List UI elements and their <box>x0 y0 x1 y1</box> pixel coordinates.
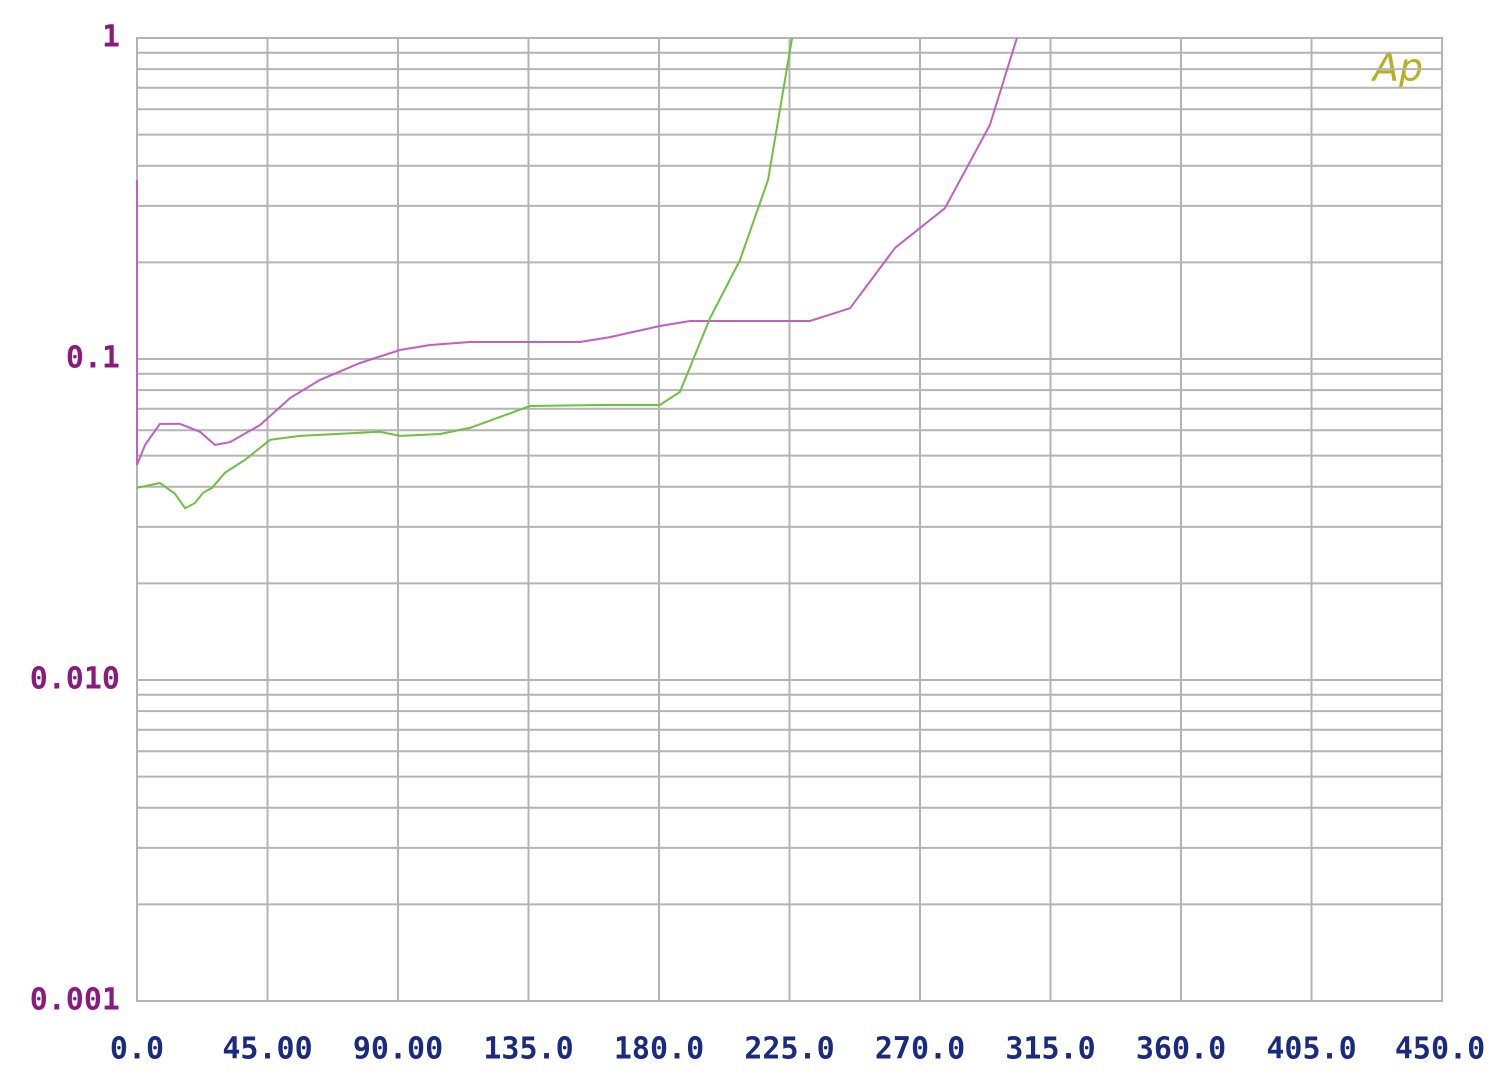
y-tick-label: 0.001 <box>30 983 120 1018</box>
x-tick-label: 315.0 <box>1005 1032 1095 1067</box>
x-tick-label: 225.0 <box>744 1032 834 1067</box>
x-tick-label: 90.00 <box>353 1032 443 1067</box>
x-tick-label: 135.0 <box>483 1032 573 1067</box>
series-line <box>136 37 794 510</box>
x-tick-label: 360.0 <box>1136 1032 1226 1067</box>
x-tick-label: 45.00 <box>222 1032 312 1067</box>
x-tick-label: 405.0 <box>1266 1032 1356 1067</box>
x-tick-label: 270.0 <box>875 1032 965 1067</box>
y-tick-label: 0.1 <box>66 341 120 376</box>
series-line <box>136 37 1018 466</box>
x-tick-label: 0.0 <box>110 1032 164 1067</box>
x-tick-label: 450.0 <box>1395 1032 1485 1067</box>
x-tick-label: 180.0 <box>614 1032 704 1067</box>
plot-frame <box>136 37 1443 1002</box>
y-tick-label: 0.010 <box>30 662 120 697</box>
y-tick-label: 1 <box>102 20 120 55</box>
